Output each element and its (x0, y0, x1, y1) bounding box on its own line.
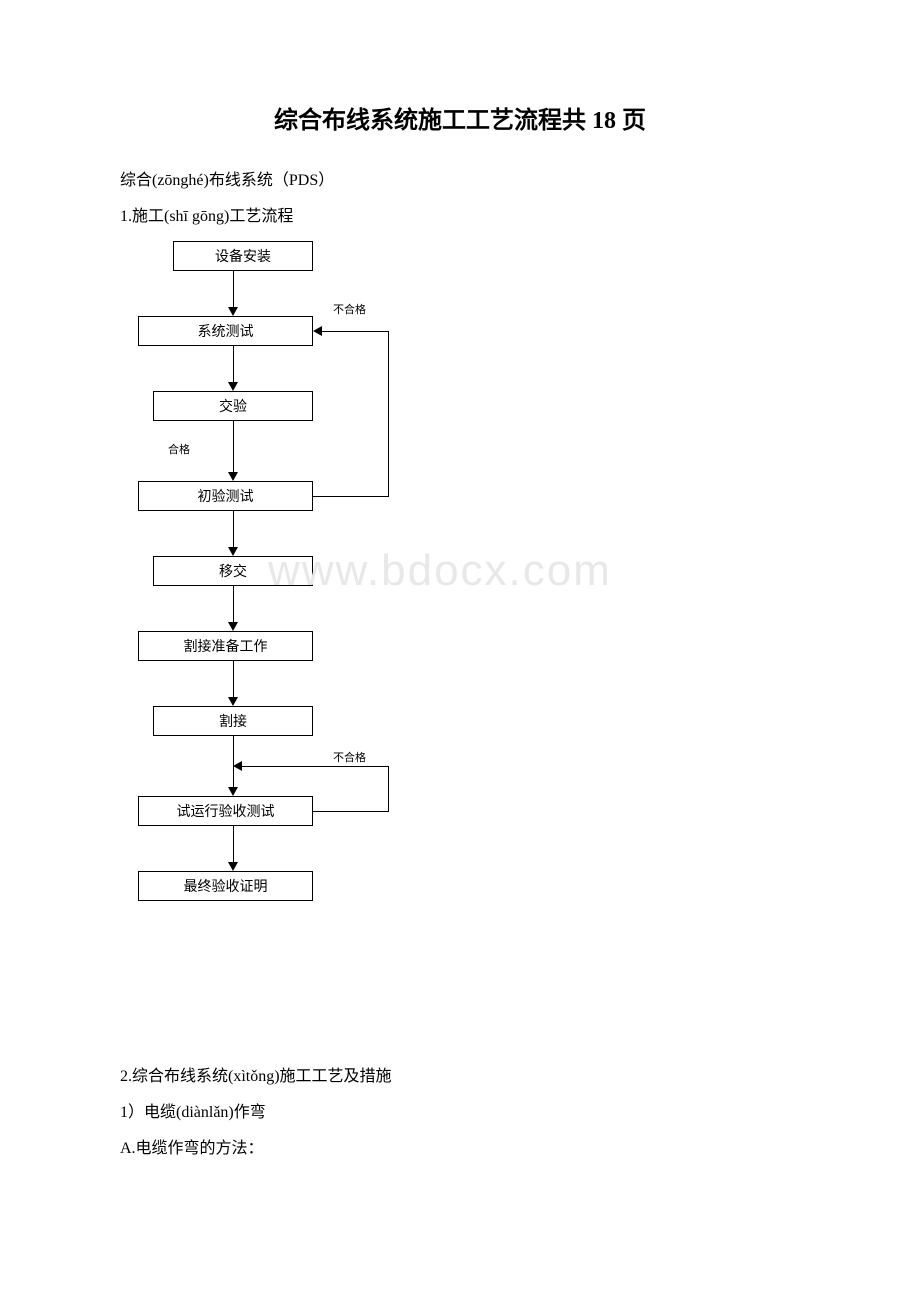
flow-node-inspect: 交验 (153, 391, 313, 421)
arrow-line (233, 586, 234, 622)
bottom-line-2: 1）电缆(diànlǎn)作弯 (120, 1097, 800, 1129)
arrow-head-left (233, 761, 242, 771)
feedback-line-1v (388, 331, 389, 497)
label-pass: 合格 (168, 441, 190, 457)
flow-node-handover: 移交 (153, 556, 313, 586)
bottom-line-1: 2.综合布线系统(xìtǒng)施工工艺及措施 (120, 1061, 800, 1093)
flow-node-cutover: 割接 (153, 706, 313, 736)
label-fail-1: 不合格 (333, 301, 366, 317)
arrow-head-down (228, 307, 238, 316)
arrow-head-left (313, 326, 322, 336)
arrow-line (233, 421, 234, 472)
flowchart: 设备安装 系统测试 交验 初验测试 移交 割接准备工作 割接 试运行验收测试 最… (138, 241, 518, 961)
arrow-line (233, 661, 234, 697)
flow-node-install: 设备安装 (173, 241, 313, 271)
arrow-line (233, 826, 234, 862)
arrow-head-down (228, 622, 238, 631)
flow-node-trial-test: 试运行验收测试 (138, 796, 313, 826)
page-title: 综合布线系统施工工艺流程共 18 页 (120, 100, 800, 135)
flow-node-initial-test: 初验测试 (138, 481, 313, 511)
arrow-head-down (228, 547, 238, 556)
feedback-line-2h2 (242, 766, 388, 767)
flow-node-cutover-prep: 割接准备工作 (138, 631, 313, 661)
arrow-head-down (228, 472, 238, 481)
arrow-head-down (228, 382, 238, 391)
label-fail-2: 不合格 (333, 749, 366, 765)
intro-line-2: 1.施工(shī gōng)工艺流程 (120, 201, 800, 233)
arrow-line (233, 271, 234, 307)
feedback-line-1h (313, 496, 388, 497)
bottom-line-3: A.电缆作弯的方法： (120, 1133, 800, 1165)
feedback-line-2h (313, 811, 388, 812)
bottom-section: 2.综合布线系统(xìtǒng)施工工艺及措施 1）电缆(diànlǎn)作弯 … (120, 1061, 800, 1165)
arrow-head-down (228, 787, 238, 796)
arrow-head-down (228, 697, 238, 706)
feedback-line-1h2 (322, 331, 388, 332)
watermark: www.bdocx.com (268, 546, 612, 596)
arrow-line (233, 346, 234, 382)
flow-node-final-cert: 最终验收证明 (138, 871, 313, 901)
arrow-head-down (228, 862, 238, 871)
arrow-line (233, 511, 234, 547)
flow-node-system-test: 系统测试 (138, 316, 313, 346)
feedback-line-2v (388, 766, 389, 812)
intro-line-1: 综合(zōnghé)布线系统（PDS） (120, 165, 800, 197)
